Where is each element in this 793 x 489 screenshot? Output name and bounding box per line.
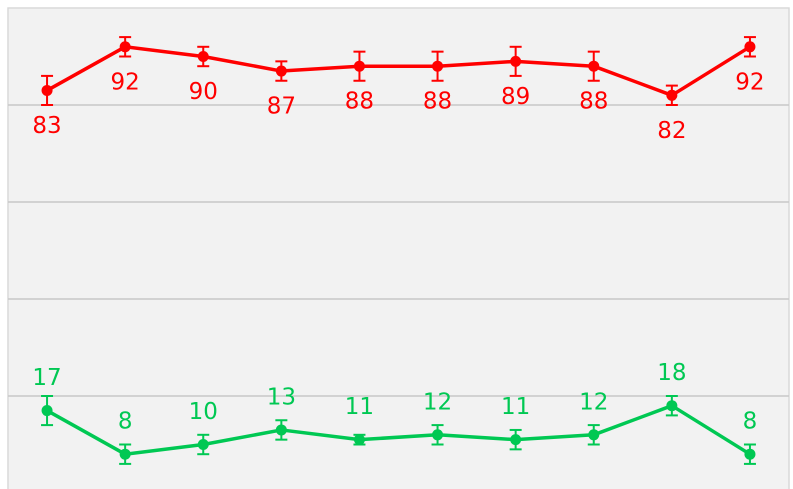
- point: [744, 41, 756, 53]
- point: [119, 448, 131, 460]
- data-label: 11: [345, 394, 374, 420]
- data-label: 17: [32, 365, 61, 391]
- point: [119, 41, 131, 53]
- point: [353, 60, 365, 72]
- data-label: 88: [579, 89, 608, 115]
- point: [510, 55, 522, 67]
- point: [41, 84, 53, 96]
- series-line: [46, 403, 751, 456]
- data-label: 18: [657, 360, 686, 386]
- point: [197, 51, 209, 62]
- data-label: 89: [501, 84, 530, 110]
- data-label: 88: [345, 89, 374, 115]
- data-label: 82: [657, 118, 686, 144]
- data-label: 83: [32, 113, 61, 139]
- point: [432, 60, 444, 72]
- data-label: 13: [267, 384, 296, 410]
- data-label: 12: [423, 389, 452, 415]
- data-label: 12: [579, 389, 608, 415]
- data-label: 8: [743, 409, 758, 435]
- point: [510, 434, 522, 446]
- point: [197, 439, 209, 450]
- data-label: 92: [111, 69, 140, 95]
- data-label: 92: [735, 69, 764, 95]
- point: [588, 429, 600, 441]
- series-line: [46, 45, 751, 98]
- point: [353, 434, 365, 446]
- point: [275, 424, 287, 436]
- point: [275, 65, 287, 77]
- point: [666, 89, 678, 101]
- point: [744, 448, 756, 460]
- data-label: 8: [118, 409, 133, 435]
- point: [588, 60, 600, 72]
- point: [432, 429, 444, 441]
- data-label: 87: [267, 94, 296, 120]
- data-label: 88: [423, 89, 452, 115]
- data-label: 90: [189, 79, 218, 105]
- point: [41, 405, 53, 417]
- data-label: 11: [501, 394, 530, 420]
- data-label: 10: [189, 399, 218, 425]
- point: [666, 400, 678, 412]
